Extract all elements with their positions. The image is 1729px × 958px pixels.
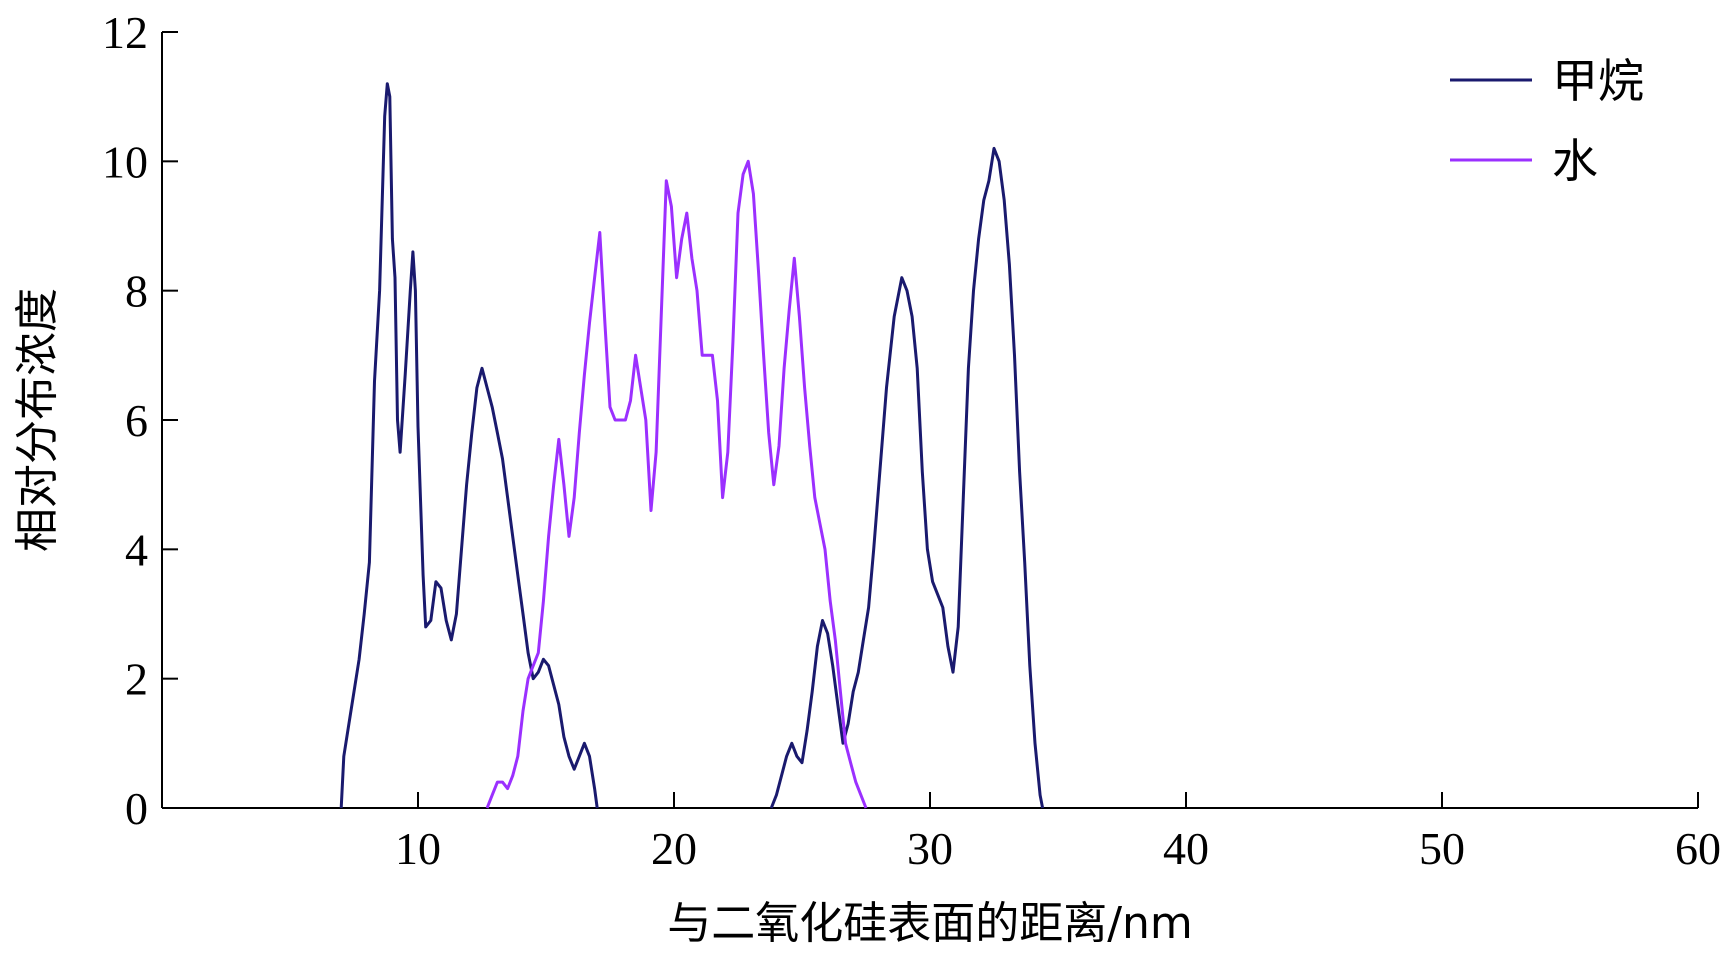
- y-tick-label: 2: [125, 654, 148, 705]
- y-tick-label: 6: [125, 395, 148, 446]
- series-line-methane: [339, 82, 1045, 809]
- y-tick-label: 8: [125, 266, 148, 317]
- y-ticks: 0 2 4 6 8 10 12: [102, 7, 178, 834]
- y-tick-label: 4: [125, 524, 148, 575]
- legend: 甲烷 水: [1450, 54, 1644, 188]
- legend-label-water: 水: [1552, 134, 1598, 188]
- x-tick-label: 50: [1419, 823, 1465, 874]
- y-tick-label: 10: [102, 136, 148, 187]
- x-tick-label: 10: [395, 823, 441, 874]
- x-tick-label: 60: [1675, 823, 1721, 874]
- x-tick-label: 30: [907, 823, 953, 874]
- x-tick-label: 40: [1163, 823, 1209, 874]
- x-axis-title: 与二氧化硅表面的距离/nm: [667, 898, 1193, 949]
- y-axis-title: 相对分布浓度: [12, 288, 63, 552]
- y-tick-label: 12: [102, 7, 148, 58]
- x-tick-label: 20: [651, 823, 697, 874]
- y-tick-label: 0: [125, 783, 148, 834]
- series-line-water: [485, 159, 868, 809]
- series-group: [339, 82, 1045, 809]
- x-ticks: 10 20 30 40 50 60: [395, 792, 1721, 874]
- legend-label-methane: 甲烷: [1552, 54, 1644, 108]
